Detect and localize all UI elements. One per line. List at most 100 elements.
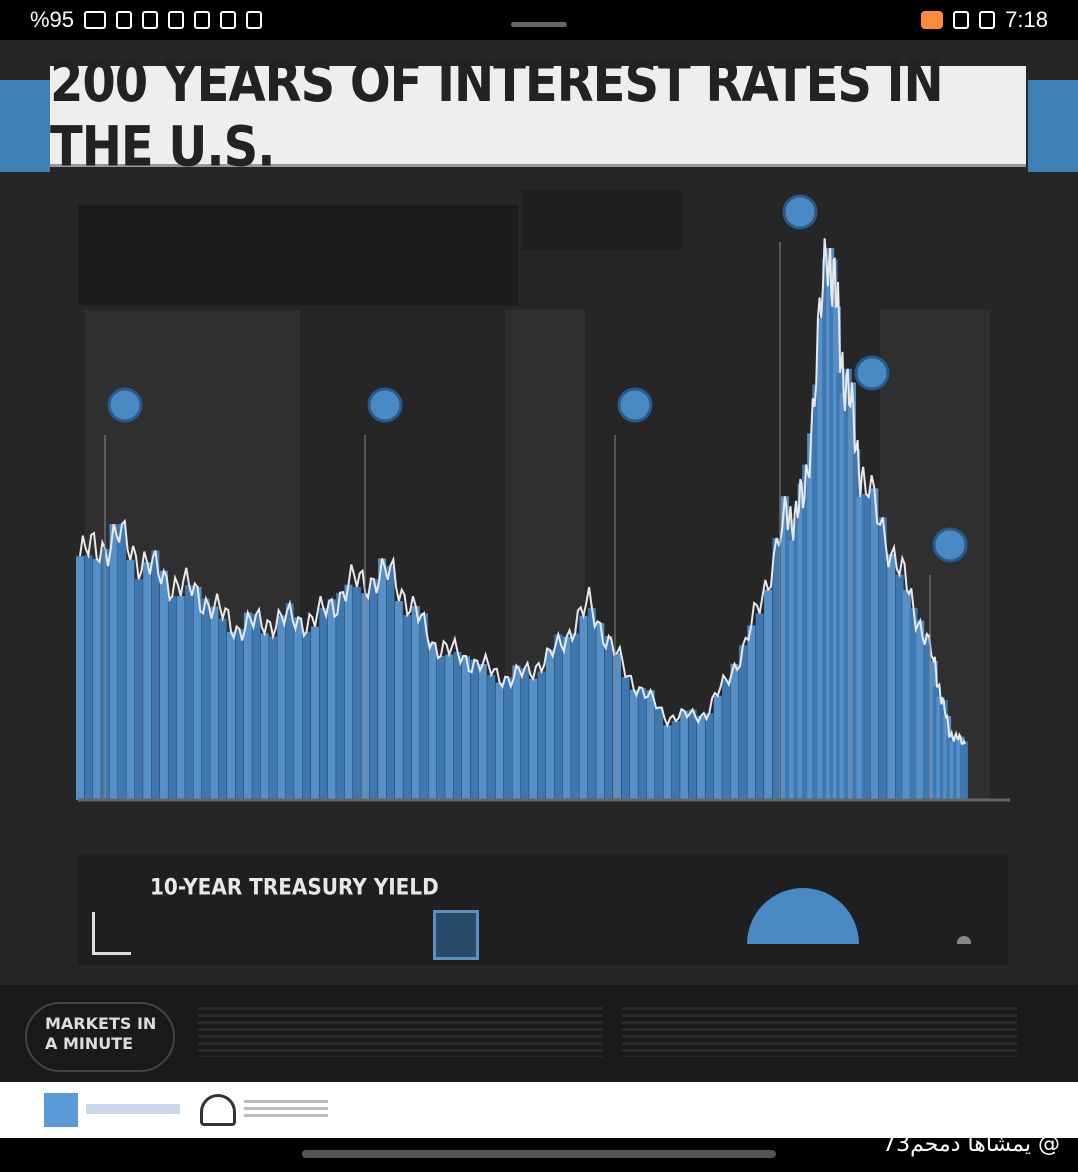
rate-bar xyxy=(747,625,756,800)
rate-bar xyxy=(268,636,277,800)
low-rate-gauge xyxy=(957,936,971,944)
rate-bar xyxy=(696,715,705,800)
rate-bar xyxy=(629,689,638,800)
wifi-icon xyxy=(168,11,185,29)
rate-bar xyxy=(887,554,896,800)
banner-accent-left xyxy=(0,80,50,172)
rate-bar xyxy=(327,599,336,800)
rate-bar xyxy=(277,615,286,800)
rate-bar xyxy=(243,612,252,800)
rate-bar xyxy=(168,596,177,800)
battery-icon xyxy=(84,11,107,29)
rate-bar xyxy=(812,384,821,800)
rate-bar xyxy=(445,654,454,800)
rate-bar xyxy=(84,555,93,800)
rate-bar xyxy=(495,682,504,800)
legend-box xyxy=(522,190,682,250)
rate-bar xyxy=(310,626,319,800)
callout-marker-icon xyxy=(617,387,653,423)
rate-bar xyxy=(394,601,403,800)
rate-bar xyxy=(193,586,202,800)
rate-bar xyxy=(654,707,663,800)
rate-bar xyxy=(260,633,269,800)
chart-title: 200 YEARS OF INTEREST RATES IN THE U.S. xyxy=(50,50,944,180)
alarm-clock-icon xyxy=(953,11,970,29)
rate-bar xyxy=(126,560,135,800)
vibrate-icon xyxy=(194,11,211,29)
rate-bar xyxy=(780,496,789,800)
status-bar: %95 7:18 xyxy=(0,0,1078,40)
rate-line xyxy=(79,238,966,745)
callout-marker-icon xyxy=(854,355,890,391)
rate-bar xyxy=(789,540,798,800)
rate-bar xyxy=(870,488,879,800)
rate-bar xyxy=(134,579,143,800)
rate-bar xyxy=(92,558,101,800)
camera-notch xyxy=(511,22,567,27)
callout-marker-icon xyxy=(367,387,403,423)
rate-bar xyxy=(520,668,529,800)
rate-bar xyxy=(210,606,219,800)
rate-bar xyxy=(386,565,395,800)
callout-marker-icon xyxy=(107,387,143,423)
rate-bar xyxy=(403,614,412,800)
rate-bar xyxy=(587,607,596,800)
rate-bar xyxy=(478,664,487,800)
rate-bar xyxy=(713,695,722,800)
nfc-icon xyxy=(246,11,263,29)
rates-chart xyxy=(76,194,1010,802)
title-banner: 200 YEARS OF INTEREST RATES IN THE U.S. xyxy=(50,51,1026,179)
status-left: %95 xyxy=(30,7,263,33)
rate-bar xyxy=(461,656,470,800)
rate-bar xyxy=(638,687,647,800)
rate-bar xyxy=(916,620,925,800)
rate-bar xyxy=(856,496,865,800)
clock: 7:18 xyxy=(1005,7,1048,32)
rate-bar xyxy=(785,519,794,800)
rate-bar xyxy=(621,676,630,800)
rate-bar xyxy=(895,574,904,800)
rate-bar xyxy=(797,483,806,800)
banner-accent-right xyxy=(1028,80,1078,172)
rate-bar xyxy=(722,679,731,800)
rate-bar xyxy=(807,433,816,800)
rate-bar xyxy=(436,655,445,800)
rate-bar xyxy=(902,590,911,800)
rate-bar xyxy=(227,631,236,800)
rate-bar xyxy=(252,614,261,800)
rate-bar xyxy=(294,617,303,800)
rate-bar xyxy=(671,720,680,800)
status-right: 7:18 xyxy=(921,7,1048,33)
yield-title: 10-YEAR TREASURY YIELD xyxy=(150,873,439,901)
rate-bar xyxy=(545,649,554,800)
callout-marker-icon xyxy=(932,527,968,563)
rate-bar xyxy=(470,659,479,800)
rate-bar xyxy=(802,464,811,800)
rate-bar xyxy=(420,613,429,800)
rate-bar xyxy=(76,556,84,800)
rate-bar xyxy=(793,518,802,800)
sponsor-logo-text xyxy=(86,1104,180,1114)
rate-bar xyxy=(159,570,168,800)
home-gesture-bar[interactable] xyxy=(302,1150,776,1158)
rate-bar xyxy=(861,493,870,800)
rate-bar xyxy=(688,709,697,800)
rate-bar xyxy=(512,665,521,800)
rate-bar xyxy=(852,448,861,800)
signal-icon xyxy=(116,11,133,29)
phone-logo-icon xyxy=(200,1094,236,1126)
rate-bar xyxy=(109,524,118,800)
rate-bar xyxy=(878,517,887,800)
battery-percent: %95 xyxy=(30,7,75,32)
callout-marker-icon xyxy=(782,194,818,230)
rate-bar xyxy=(218,618,227,800)
calendar-icon xyxy=(433,910,479,960)
rate-bar xyxy=(772,538,781,800)
rate-bar xyxy=(453,652,462,800)
rate-bar xyxy=(604,635,613,800)
rate-bar xyxy=(646,690,655,800)
whatsapp-icon xyxy=(979,11,996,29)
rate-bar xyxy=(352,587,361,800)
rate-bar xyxy=(378,558,387,800)
brand-logo: MARKETS IN A MINUTE xyxy=(25,1002,175,1072)
